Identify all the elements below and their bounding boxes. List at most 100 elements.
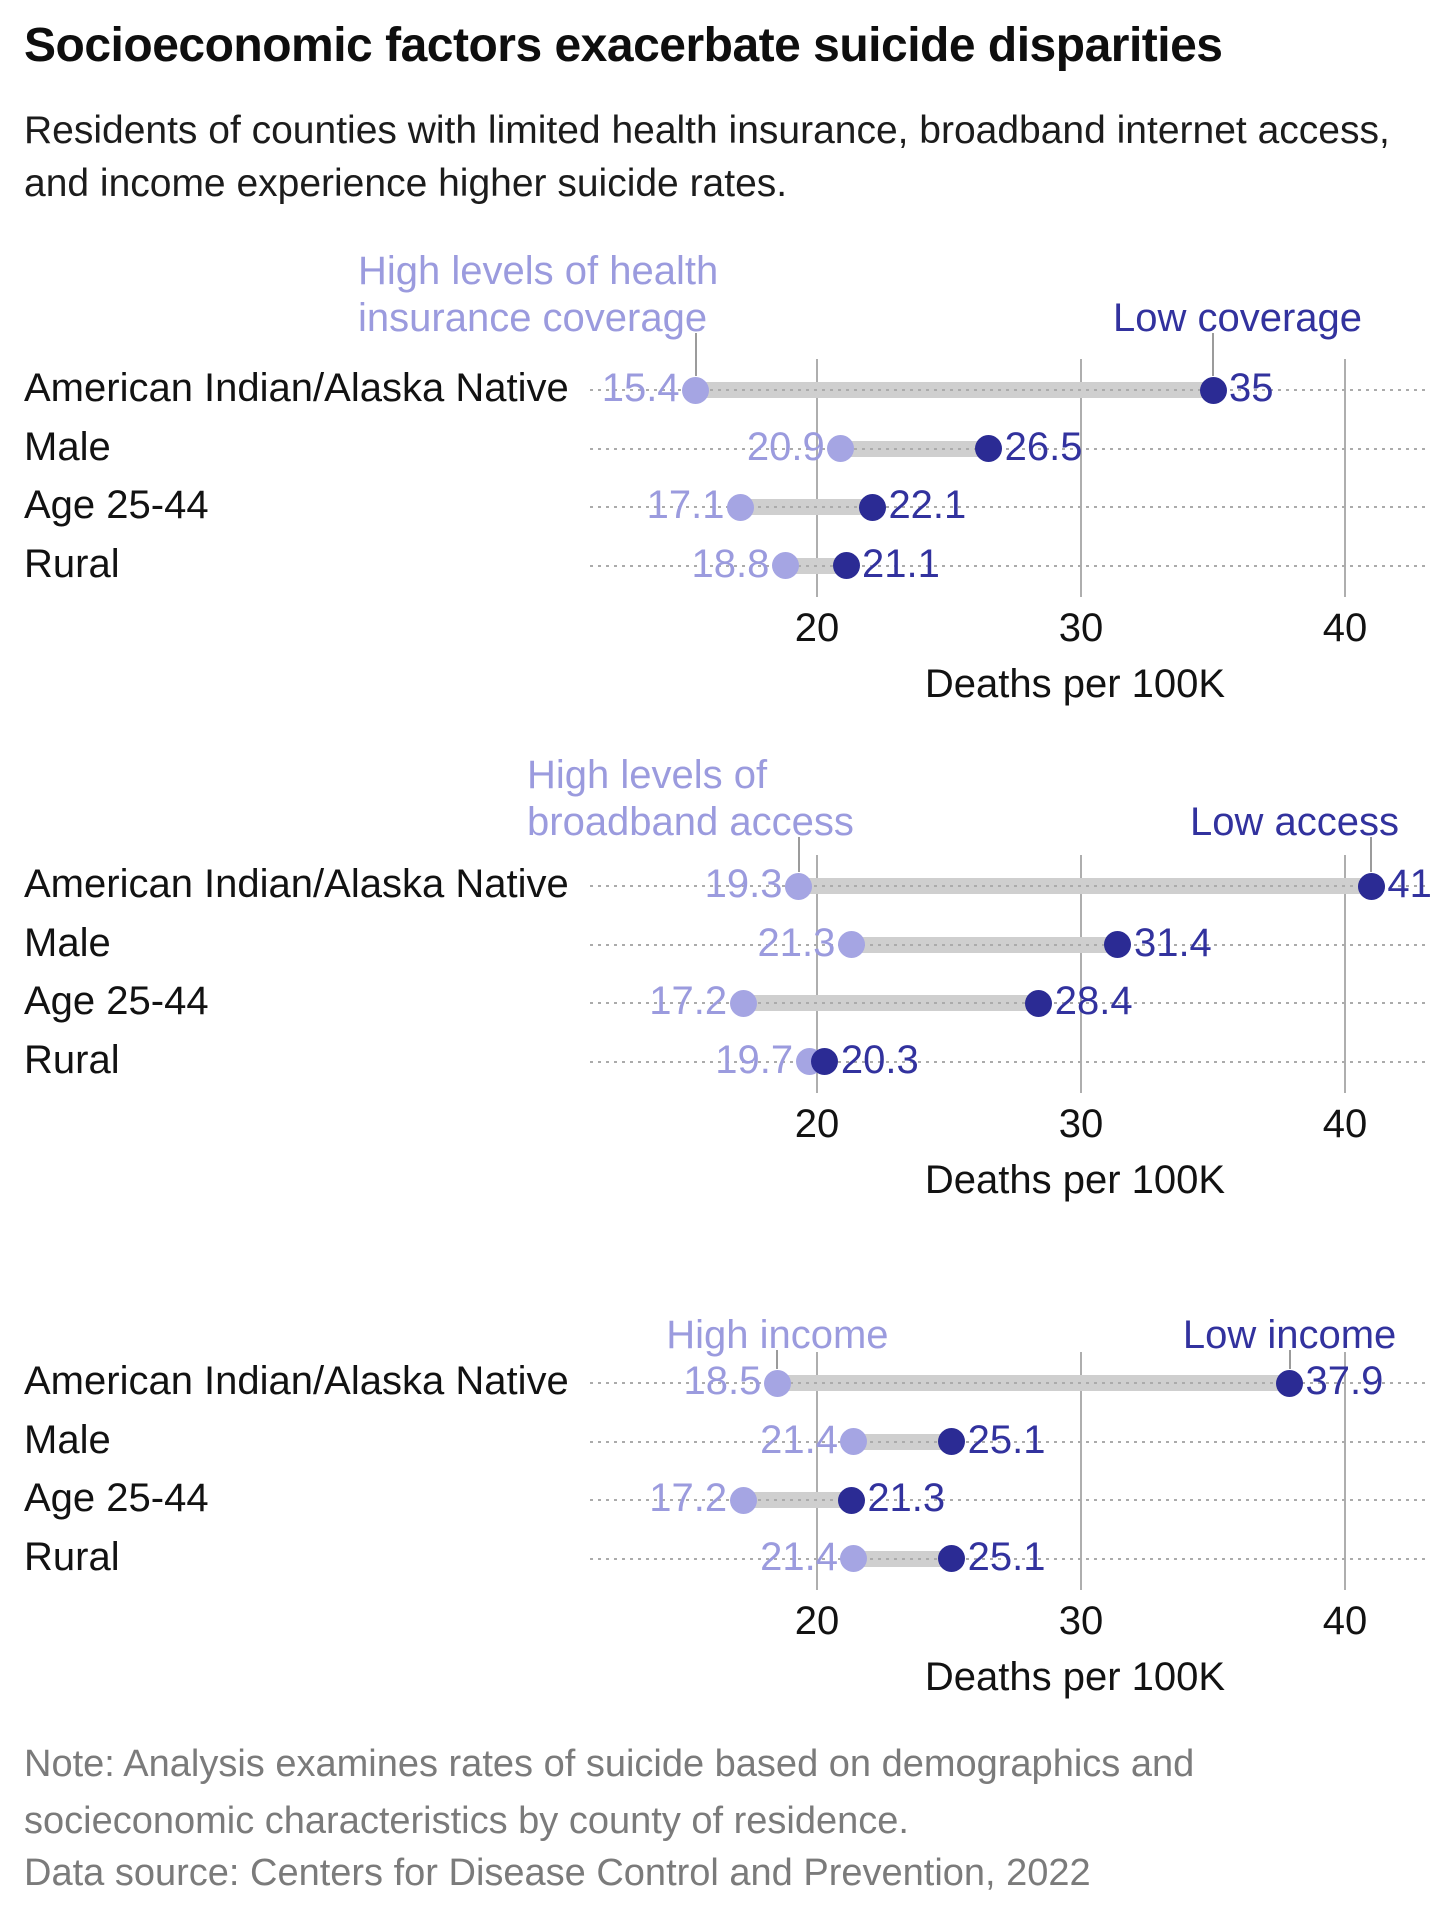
low-value-label: 37.9 bbox=[1305, 1359, 1384, 1403]
series-label-high-line: insurance coverage bbox=[358, 296, 708, 340]
low-value-label: 31.4 bbox=[1133, 920, 1212, 965]
high-value-label: 21.4 bbox=[760, 1417, 838, 1462]
high-value-label: 19.7 bbox=[715, 1037, 794, 1082]
row-dotted-line bbox=[590, 1557, 1425, 1560]
category-label: Male bbox=[24, 424, 111, 469]
low-value-label: 25.1 bbox=[967, 1417, 1046, 1462]
high-value-label: 18.8 bbox=[691, 541, 770, 586]
leader-line-low bbox=[1288, 1350, 1291, 1369]
page-subtitle: Residents of counties with limited healt… bbox=[24, 109, 1390, 205]
series-label-high: High income bbox=[666, 1312, 888, 1359]
gridline bbox=[816, 855, 818, 1093]
gridline bbox=[1344, 359, 1346, 597]
low-value-label: 20.3 bbox=[840, 1037, 919, 1082]
high-value-dot bbox=[840, 1428, 868, 1456]
high-value-label: 17.1 bbox=[646, 483, 725, 528]
high-value-label: 18.5 bbox=[683, 1359, 762, 1403]
data-source: Data source: Centers for Disease Control… bbox=[24, 1852, 1091, 1894]
high-value-dot bbox=[763, 1369, 791, 1397]
high-value-dot bbox=[682, 376, 710, 404]
low-value-label: 41 bbox=[1387, 862, 1432, 906]
leader-line-high bbox=[694, 333, 697, 376]
high-value-label: 17.2 bbox=[649, 1476, 728, 1521]
gridline bbox=[1080, 359, 1082, 597]
leader-line-low bbox=[1370, 837, 1373, 872]
low-value-label: 25.1 bbox=[967, 1534, 1046, 1579]
low-value-dot bbox=[811, 1048, 839, 1076]
category-label: Age 25-44 bbox=[24, 979, 209, 1024]
row-dotted-line bbox=[590, 1440, 1425, 1443]
category-label: Age 25-44 bbox=[24, 1476, 209, 1521]
high-value-label: 20.9 bbox=[746, 424, 825, 469]
low-value-dot bbox=[938, 1545, 966, 1573]
low-value-label: 28.4 bbox=[1054, 979, 1133, 1024]
category-label: American Indian/Alaska Native bbox=[24, 366, 569, 410]
gridline bbox=[816, 1352, 818, 1590]
axis-tick-label: 20 bbox=[794, 1102, 840, 1146]
page-title: Socioeconomic factors exacerbate suicide… bbox=[24, 19, 1223, 72]
low-value-dot bbox=[938, 1428, 966, 1456]
low-value-dot bbox=[1199, 376, 1227, 404]
gridline bbox=[1080, 855, 1082, 1093]
series-label-high-line: High income bbox=[666, 1313, 889, 1357]
row-dotted-line bbox=[590, 1002, 1425, 1005]
high-value-dot bbox=[729, 989, 757, 1017]
high-value-dot bbox=[771, 552, 799, 580]
low-value-label: 21.1 bbox=[862, 541, 940, 586]
series-label-high-line: High levels of bbox=[527, 753, 768, 797]
low-value-label: 35 bbox=[1229, 366, 1274, 410]
low-value-dot bbox=[832, 552, 860, 580]
leader-line-high bbox=[797, 837, 800, 872]
series-label-low: Low access bbox=[1190, 800, 1399, 844]
row-dotted-line bbox=[590, 943, 1425, 946]
series-label-high: High levels of broadband access bbox=[527, 752, 854, 846]
axis-tick-label: 20 bbox=[794, 606, 840, 650]
high-value-label: 15.4 bbox=[601, 366, 680, 410]
high-value-dot bbox=[785, 872, 813, 900]
row-dotted-line bbox=[590, 1382, 1425, 1384]
high-value-label: 17.2 bbox=[649, 979, 728, 1024]
low-value-dot bbox=[1357, 872, 1385, 900]
chart-income: American Indian/Alaska Native 18.5 37.9 Mal… bbox=[0, 1300, 1440, 1708]
series-label-high-line: broadband access bbox=[527, 800, 854, 844]
low-value-dot bbox=[1276, 1369, 1304, 1397]
row-dotted-line bbox=[590, 447, 1425, 450]
chart-note: Note: Analysis examines rates of suicide… bbox=[24, 1743, 1195, 1842]
leader-line-high bbox=[776, 1350, 779, 1369]
high-value-dot bbox=[840, 1545, 868, 1573]
gridline bbox=[816, 359, 818, 597]
series-label-high: High levels of health insurance coverage bbox=[358, 248, 718, 342]
row-dotted-line bbox=[590, 389, 1425, 391]
axis-tick-label: 40 bbox=[1322, 1102, 1368, 1146]
axis-tick-label: 40 bbox=[1322, 606, 1368, 650]
high-value-label: 21.3 bbox=[757, 920, 836, 965]
low-value-dot bbox=[1104, 931, 1132, 959]
low-value-dot bbox=[1025, 989, 1053, 1017]
high-value-dot bbox=[837, 931, 865, 959]
category-label: Male bbox=[24, 1417, 111, 1462]
low-value-label: 26.5 bbox=[1004, 424, 1083, 469]
gridline bbox=[1080, 1352, 1082, 1590]
low-value-label: 22.1 bbox=[888, 483, 967, 528]
high-value-dot bbox=[729, 1486, 757, 1514]
category-label: Male bbox=[24, 920, 111, 965]
chart-broadband-access: American Indian/Alaska Native 19.3 41 Male 2… bbox=[0, 740, 1440, 1210]
axis-tick-label: 20 bbox=[794, 1599, 840, 1643]
axis-tick-label: 30 bbox=[1058, 1599, 1104, 1643]
row-dotted-line bbox=[590, 885, 1425, 887]
category-label: Rural bbox=[24, 1037, 120, 1082]
axis-title: Deaths per 100K bbox=[924, 1158, 1226, 1202]
low-value-dot bbox=[975, 435, 1003, 463]
axis-title: Deaths per 100K bbox=[924, 1655, 1226, 1699]
axis-tick-label: 40 bbox=[1322, 1599, 1368, 1643]
axis-tick-label: 30 bbox=[1058, 1102, 1104, 1146]
row-dotted-line bbox=[590, 1060, 1425, 1063]
category-label: Age 25-44 bbox=[24, 483, 209, 528]
category-label: Rural bbox=[24, 541, 120, 586]
series-label-low: Low income bbox=[1182, 1313, 1397, 1357]
high-value-dot bbox=[827, 435, 855, 463]
axis-tick-label: 30 bbox=[1058, 606, 1104, 650]
low-value-label: 21.3 bbox=[867, 1476, 946, 1521]
row-dotted-line bbox=[590, 1499, 1425, 1502]
